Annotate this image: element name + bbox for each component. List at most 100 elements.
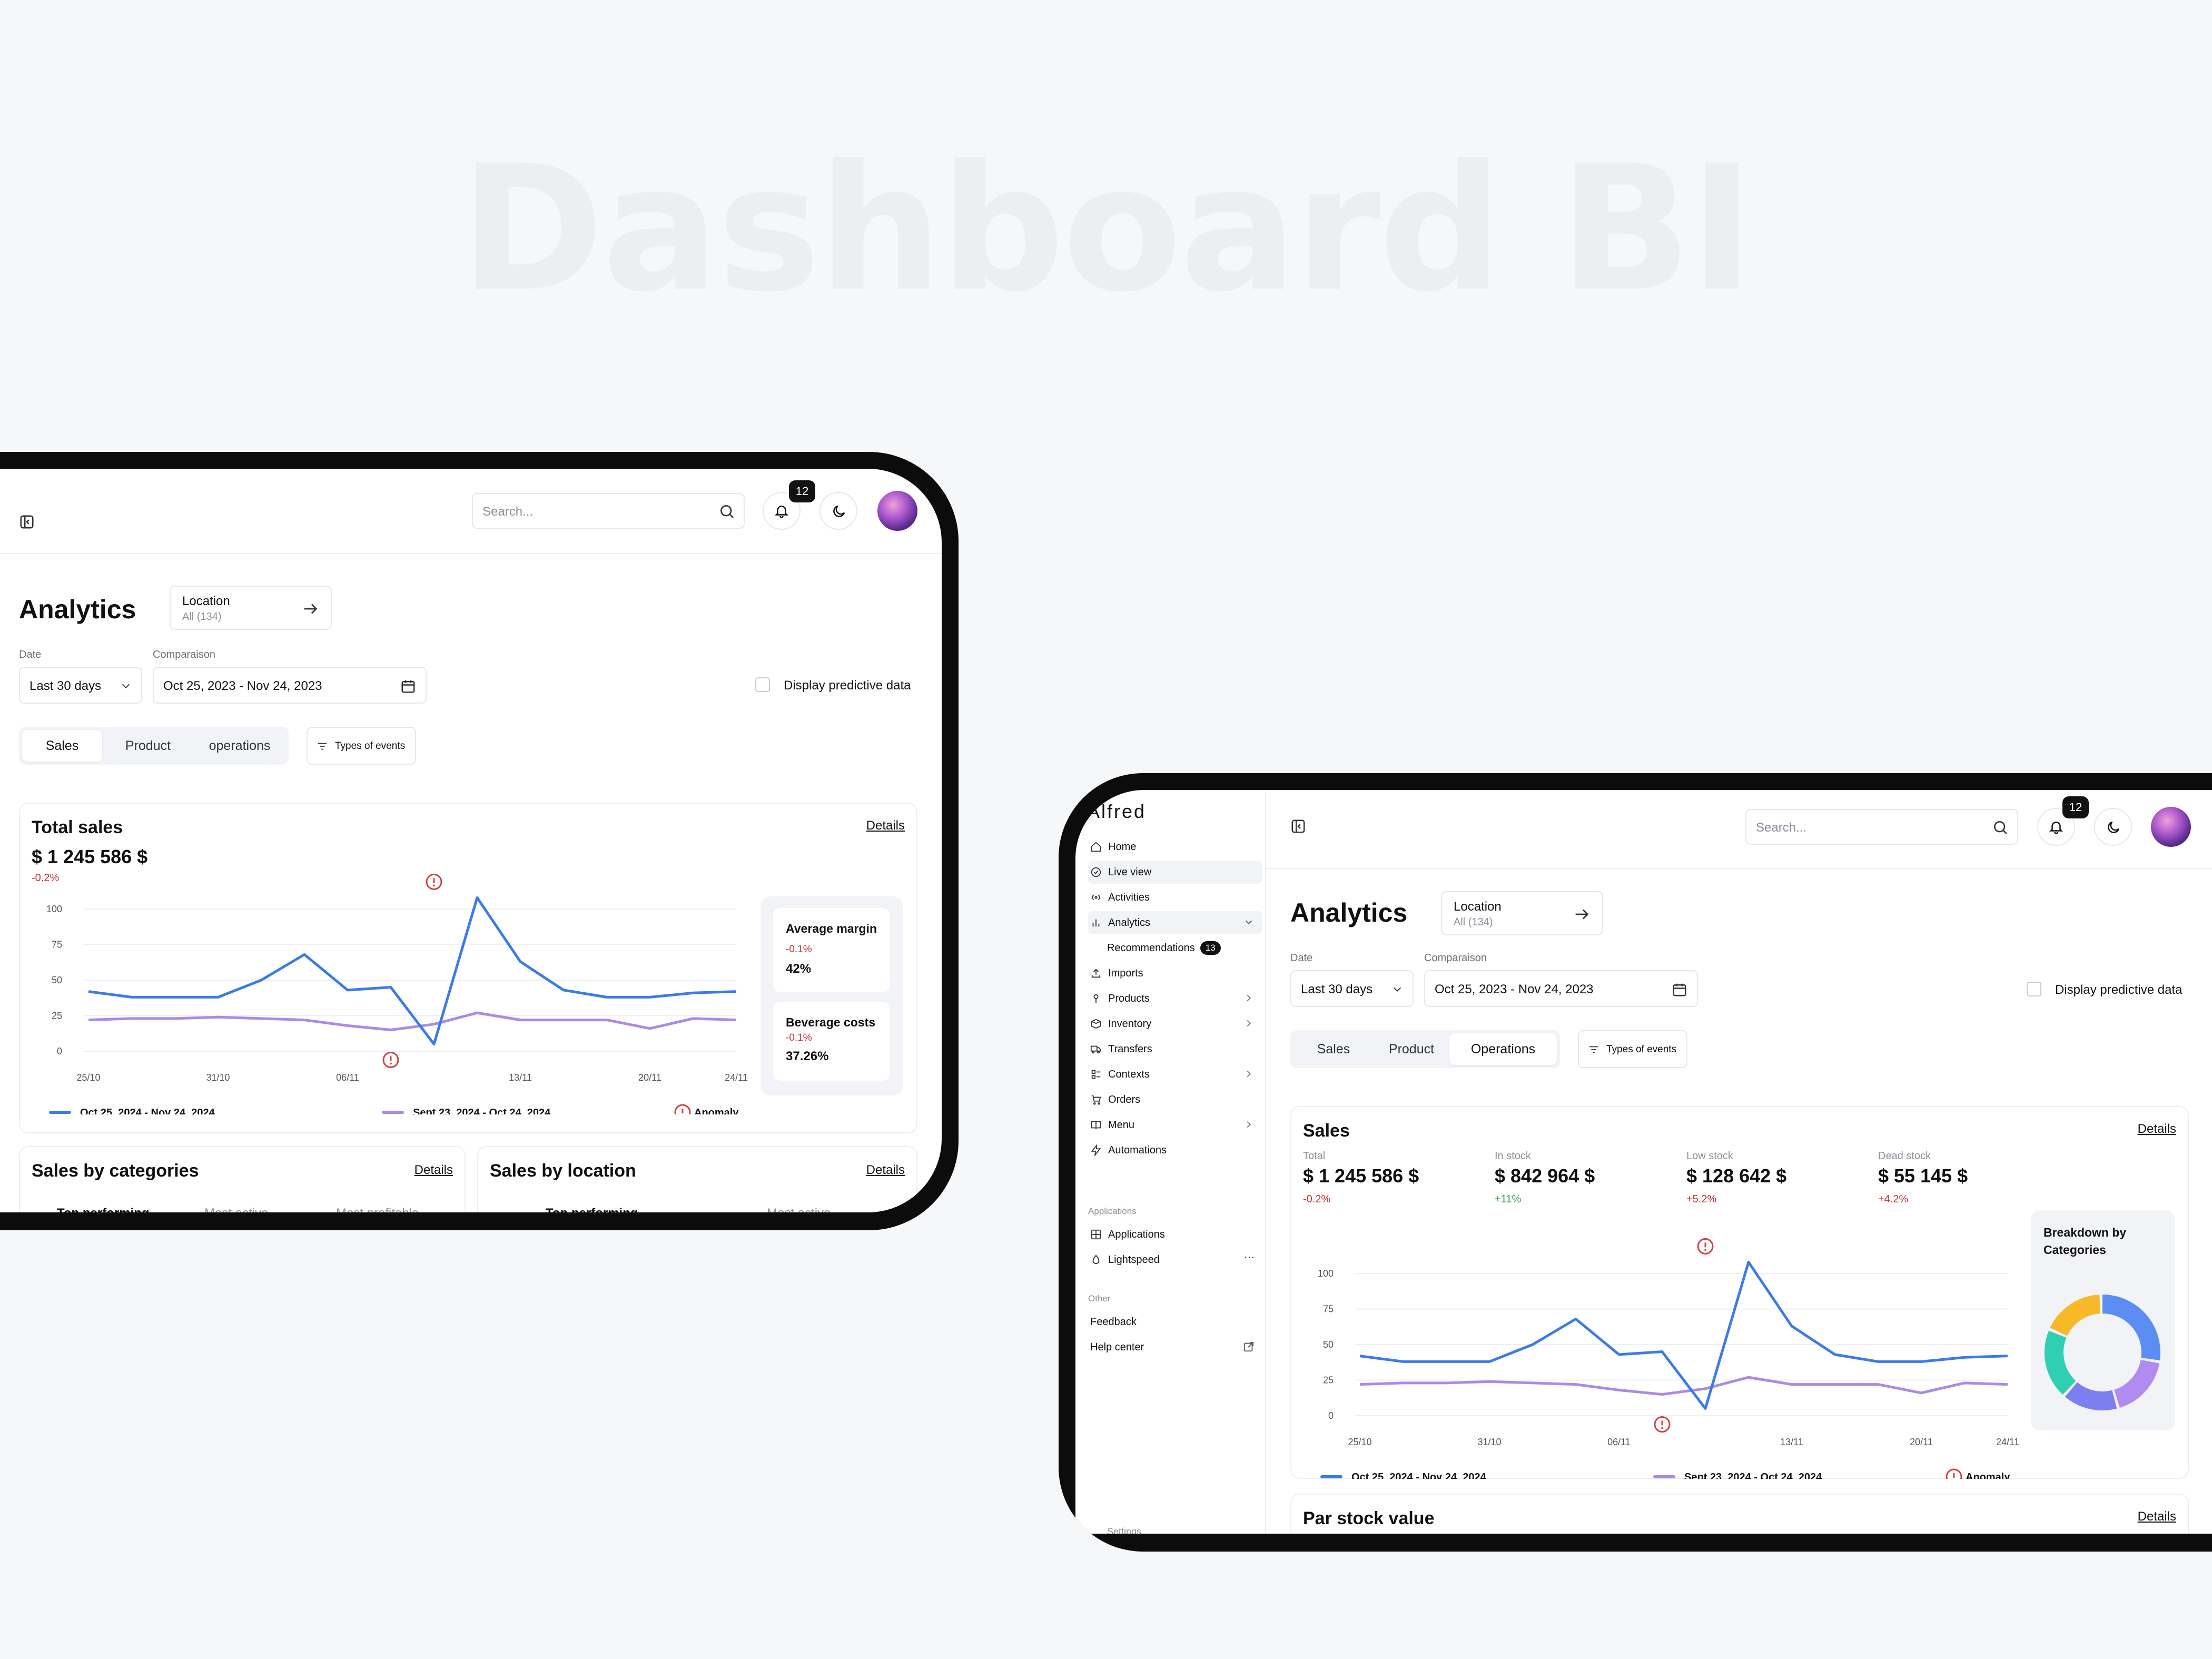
tab-sales[interactable]: Sales (22, 730, 102, 762)
donut-slice[interactable] (2102, 1295, 2160, 1360)
notifications-button[interactable] (763, 492, 801, 530)
search-field[interactable]: Search... (472, 493, 745, 529)
location-label: Location (1454, 900, 1502, 914)
sidebar-item-label: Inventory (1108, 1018, 1152, 1030)
sidebar-toggle-icon[interactable] (1290, 818, 1306, 834)
anomaly-marker[interactable] (426, 873, 442, 890)
types-of-events-button[interactable]: Types of events (307, 727, 416, 765)
types-of-events-label: Types of events (335, 740, 406, 752)
donut-slice[interactable] (2050, 1295, 2101, 1337)
brand-logo[interactable]: Alfred (1087, 801, 1147, 822)
y-tick-label: 100 (1318, 1268, 1334, 1279)
sidebar-item-analytics[interactable]: Analytics (1088, 911, 1262, 934)
tab-most-active[interactable]: Most active (204, 1206, 268, 1212)
sidebar-item-orders[interactable]: Orders (1088, 1088, 1262, 1111)
sidebar-item-help-center[interactable]: Help center (1088, 1336, 1262, 1359)
page-title: Analytics (1290, 898, 1408, 927)
stat-value: $ 1 245 586 $ (1303, 1165, 1419, 1187)
search-input[interactable]: Search... (1756, 821, 1807, 835)
sidebar-item-label: Transfers (1108, 1043, 1152, 1055)
breakdown-title: Breakdown by Categories (2043, 1226, 2127, 1257)
y-tick-label: 50 (1323, 1339, 1334, 1350)
anomaly-marker[interactable] (382, 1052, 399, 1068)
location-selector[interactable]: Location All (134) (1441, 891, 1603, 935)
location-tab-top-performing[interactable]: Top performing (546, 1206, 638, 1212)
activities-icon (1090, 892, 1102, 903)
other-section-label: Other (1088, 1293, 1111, 1303)
breakdown-donut-chart (2045, 1295, 2160, 1410)
sales-details-link[interactable]: Details (2137, 1122, 2176, 1136)
tab-most-profitable[interactable]: Most profitable (336, 1206, 419, 1212)
theme-toggle-button[interactable] (819, 492, 857, 530)
tab-operations[interactable]: Operations (1449, 1033, 1557, 1065)
sidebar-item-app-applications[interactable]: Applications (1088, 1223, 1262, 1246)
user-avatar[interactable] (2151, 807, 2191, 847)
stat-change: +11% (1495, 1193, 1522, 1205)
total-sales-line-chart: 0 25 50 75 100 25/10 31/10 06/11 13/11 20/11 24/11… (46, 873, 748, 1114)
location-tab-most-active[interactable]: Most active (767, 1206, 831, 1212)
y-tick-label: 75 (52, 940, 62, 950)
sidebar-item-products[interactable]: Products (1088, 987, 1262, 1010)
date-range-select[interactable]: Last 30 days (1290, 970, 1414, 1007)
sidebar-item-automations[interactable]: Automations (1088, 1139, 1262, 1162)
theme-toggle-button[interactable] (2094, 808, 2132, 846)
types-of-events-button[interactable]: Types of events (1578, 1030, 1687, 1068)
recommendations-badge: 13 (1200, 941, 1221, 955)
tab-product[interactable]: Product (1388, 1042, 1435, 1056)
anomaly-marker[interactable] (1654, 1416, 1671, 1433)
anomaly-marker[interactable] (1697, 1238, 1714, 1255)
par-stock-details-link[interactable]: Details (2137, 1509, 2176, 1524)
tab-top-performing[interactable]: Top performing (57, 1206, 150, 1212)
search-icon[interactable] (1992, 819, 2009, 836)
y-tick-label: 25 (52, 1011, 62, 1021)
sidebar-item-live-view[interactable]: Live view (1088, 861, 1262, 884)
date-label: Date (19, 649, 42, 660)
sidebar-item-transfers[interactable]: Transfers (1088, 1038, 1262, 1061)
predictive-data-checkbox[interactable] (2027, 982, 2041, 996)
tab-operations[interactable]: operations (209, 738, 271, 753)
sales-line-chart: 0 25 50 75 100 25/10 31/10 06/11 13/11 20/11 24/11… (1318, 1238, 2019, 1479)
sidebar-toggle-icon[interactable] (19, 514, 35, 530)
sidebar-item-feedback[interactable]: Feedback (1088, 1310, 1262, 1334)
sales-by-location-details-link[interactable]: Details (866, 1163, 905, 1177)
beverage-costs-stat: Beverage costs -0.1% 37.26% (773, 1002, 890, 1081)
donut-slice[interactable] (2114, 1359, 2160, 1408)
sidebar-item-label: Applications (1108, 1228, 1165, 1240)
sidebar-item-inventory[interactable]: Inventory (1088, 1012, 1262, 1035)
predictive-data-checkbox[interactable] (755, 677, 770, 692)
notifications-button[interactable] (2037, 808, 2075, 846)
arrow-right-icon (301, 600, 319, 618)
tab-product[interactable]: Product (125, 738, 171, 753)
tab-sales[interactable]: Sales (1317, 1042, 1350, 1056)
sidebar-item-contexts[interactable]: Contexts (1088, 1063, 1262, 1086)
donut-slice[interactable] (2065, 1382, 2117, 1410)
donut-slice[interactable] (2045, 1330, 2076, 1395)
cart-icon (1090, 1094, 1102, 1105)
sidebar-item-app-lightspeed[interactable]: Lightspeed ··· (1088, 1248, 1262, 1271)
stat-value: $ 55 145 $ (1878, 1165, 1968, 1187)
comparison-date-picker[interactable]: Oct 25, 2023 - Nov 24, 2023 (1424, 970, 1698, 1007)
stat-value: $ 128 642 $ (1686, 1165, 1787, 1187)
sidebar-item-label: Imports (1108, 967, 1143, 979)
search-icon[interactable] (718, 503, 735, 520)
sidebar-item-activities[interactable]: Activities (1088, 886, 1262, 909)
sidebar-item-home[interactable]: Home (1088, 835, 1262, 858)
search-input[interactable]: Search... (482, 505, 534, 519)
sidebar-item-imports[interactable]: Imports (1088, 962, 1262, 985)
y-tick-label: 50 (52, 975, 62, 985)
sales-by-categories-details-link[interactable]: Details (414, 1163, 453, 1177)
location-selector[interactable]: Location All (134) (170, 586, 332, 630)
sidebar-item-menu[interactable]: Menu (1088, 1113, 1262, 1137)
comparison-date-picker[interactable]: Oct 25, 2023 - Nov 24, 2023 (153, 667, 427, 704)
user-avatar[interactable] (877, 491, 917, 531)
more-options-icon[interactable]: ··· (1244, 1251, 1255, 1263)
truck-icon (1090, 1043, 1102, 1055)
search-field[interactable]: Search... (1745, 809, 2018, 845)
settings-label[interactable]: Settings (1107, 1526, 1142, 1534)
comparison-label: Comparaison (153, 649, 215, 660)
total-sales-details-link[interactable]: Details (866, 818, 905, 833)
anomaly-legend-label: Anomaly (694, 1107, 739, 1114)
sidebar-item-recommendations[interactable]: Recommendations 13 (1107, 936, 1262, 960)
date-range-select[interactable]: Last 30 days (19, 667, 142, 704)
x-tick-label: 13/11 (509, 1072, 532, 1083)
